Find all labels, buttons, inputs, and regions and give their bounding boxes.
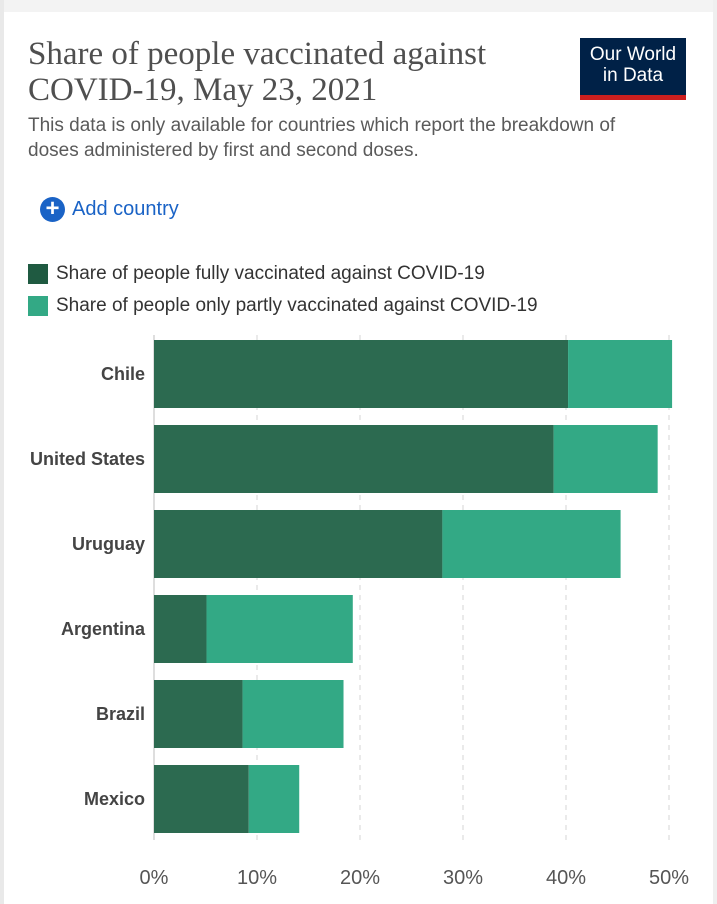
category-label: United States bbox=[30, 449, 145, 469]
category-label: Mexico bbox=[84, 789, 145, 809]
x-tick-label: 30% bbox=[443, 867, 483, 889]
bar-fully-vaccinated bbox=[154, 680, 243, 748]
bar-partly-vaccinated bbox=[242, 680, 344, 748]
category-label: Argentina bbox=[61, 619, 146, 639]
bar-fully-vaccinated bbox=[154, 595, 207, 663]
x-tick-label: 40% bbox=[546, 867, 586, 889]
chart-title: Share of people vaccinated against COVID… bbox=[28, 36, 487, 108]
x-tick-label: 0% bbox=[140, 867, 169, 889]
legend-item-partly[interactable]: Share of people only partly vaccinated a… bbox=[28, 290, 538, 322]
window-right-edge bbox=[713, 0, 717, 904]
bar-partly-vaccinated bbox=[248, 765, 300, 833]
owid-logo[interactable]: Our World in Data bbox=[580, 38, 686, 100]
bar-fully-vaccinated bbox=[154, 765, 249, 833]
x-tick-label: 10% bbox=[237, 867, 277, 889]
window-top-edge bbox=[0, 0, 717, 12]
legend-item-fully[interactable]: Share of people fully vaccinated against… bbox=[28, 258, 538, 290]
bar-fully-vaccinated bbox=[154, 340, 569, 408]
category-label: Chile bbox=[101, 364, 145, 384]
legend-swatch-fully bbox=[28, 264, 48, 284]
legend: Share of people fully vaccinated against… bbox=[28, 258, 538, 322]
add-country-button[interactable]: + Add country bbox=[40, 194, 179, 224]
bar-partly-vaccinated bbox=[442, 510, 621, 578]
bar-fully-vaccinated bbox=[154, 510, 443, 578]
category-label: Uruguay bbox=[72, 534, 145, 554]
bar-partly-vaccinated bbox=[206, 595, 353, 663]
x-tick-label: 50% bbox=[649, 867, 689, 889]
window-left-edge bbox=[0, 0, 4, 904]
legend-label-fully: Share of people fully vaccinated against… bbox=[56, 263, 485, 284]
plus-circle-icon: + bbox=[40, 196, 65, 222]
chart-subtitle: This data is only available for countrie… bbox=[28, 115, 616, 161]
x-tick-label: 20% bbox=[340, 867, 380, 889]
bar-partly-vaccinated bbox=[568, 340, 673, 408]
logo-line-2: in Data bbox=[602, 65, 664, 86]
bar-fully-vaccinated bbox=[154, 425, 554, 493]
legend-label-partly: Share of people only partly vaccinated a… bbox=[56, 295, 538, 316]
logo-line-1: Our World bbox=[589, 44, 677, 65]
add-country-label: Add country bbox=[72, 197, 179, 220]
category-label: Brazil bbox=[96, 704, 145, 724]
legend-swatch-partly bbox=[28, 296, 48, 316]
bar-partly-vaccinated bbox=[553, 425, 658, 493]
